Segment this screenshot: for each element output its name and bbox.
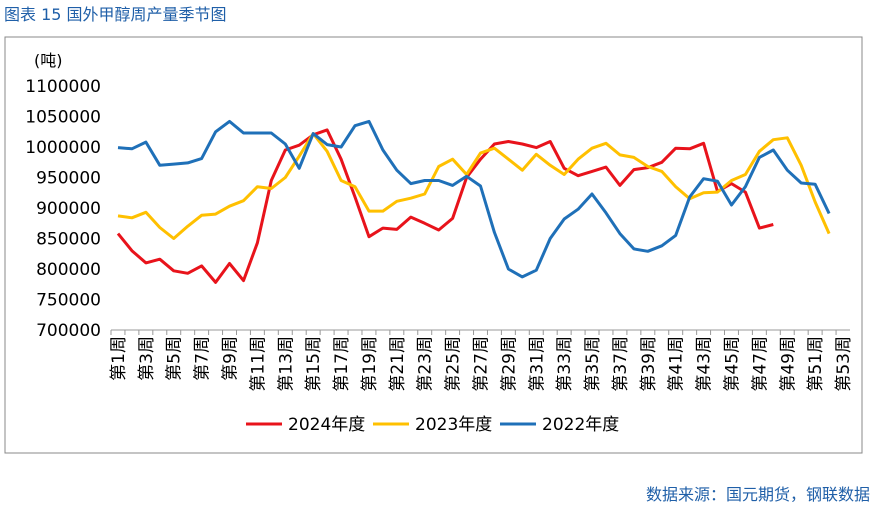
x-tick-label: 第1周 xyxy=(109,336,129,381)
legend-label: 2024年度 xyxy=(288,415,365,435)
x-tick-label: 第37周 xyxy=(611,336,631,392)
series-line xyxy=(117,119,831,279)
x-tick-label: 第17周 xyxy=(332,336,352,392)
legend-label: 2022年度 xyxy=(542,415,619,435)
x-tick-label: 第11周 xyxy=(248,336,268,392)
y-tick-label: 750000 xyxy=(36,291,101,311)
x-tick-label: 第29周 xyxy=(499,336,519,392)
source-note: 数据来源：国元期货，钢联数据 xyxy=(646,485,870,504)
x-tick-label: 第9周 xyxy=(221,336,241,381)
x-tick-label: 第31周 xyxy=(527,336,547,392)
y-tick-label: 800000 xyxy=(36,260,101,280)
y-tick-label: 700000 xyxy=(36,321,101,341)
x-tick-label: 第13周 xyxy=(276,336,296,392)
y-tick-label: 1050000 xyxy=(25,108,101,128)
x-tick-label: 第47周 xyxy=(750,336,770,392)
x-tick-label: 第19周 xyxy=(360,336,380,392)
x-tick-label: 第51周 xyxy=(806,336,826,392)
series-line xyxy=(117,132,831,240)
x-tick-label: 第49周 xyxy=(778,336,798,392)
y-tick-label: 1100000 xyxy=(25,77,101,97)
series-line xyxy=(116,128,774,284)
y-tick-label: 850000 xyxy=(36,230,101,250)
x-tick-label: 第23周 xyxy=(416,336,436,392)
x-tick-label: 第15周 xyxy=(304,336,324,392)
y-tick-label: 950000 xyxy=(36,169,101,189)
x-tick-label: 第41周 xyxy=(667,336,687,392)
x-tick-label: 第43周 xyxy=(695,336,715,392)
y-axis-label: (吨) xyxy=(34,51,63,70)
legend-label: 2023年度 xyxy=(415,415,492,435)
x-tick-label: 第5周 xyxy=(165,336,185,381)
chart-frame xyxy=(4,36,863,454)
x-tick-label: 第35周 xyxy=(583,336,603,392)
y-tick-label: 900000 xyxy=(36,199,101,219)
x-tick-label: 第21周 xyxy=(388,336,408,392)
x-tick-label: 第39周 xyxy=(639,336,659,392)
chart-title: 图表 15 国外甲醇周产量季节图 xyxy=(4,5,227,24)
y-tick-label: 1000000 xyxy=(25,138,101,158)
x-tick-label: 第3周 xyxy=(137,336,157,381)
x-tick-label: 第25周 xyxy=(444,336,464,392)
x-tick-label: 第33周 xyxy=(555,336,575,392)
x-tick-label: 第53周 xyxy=(834,336,854,392)
x-tick-label: 第27周 xyxy=(472,336,492,392)
x-tick-label: 第7周 xyxy=(193,336,213,381)
x-tick-label: 第45周 xyxy=(722,336,742,392)
